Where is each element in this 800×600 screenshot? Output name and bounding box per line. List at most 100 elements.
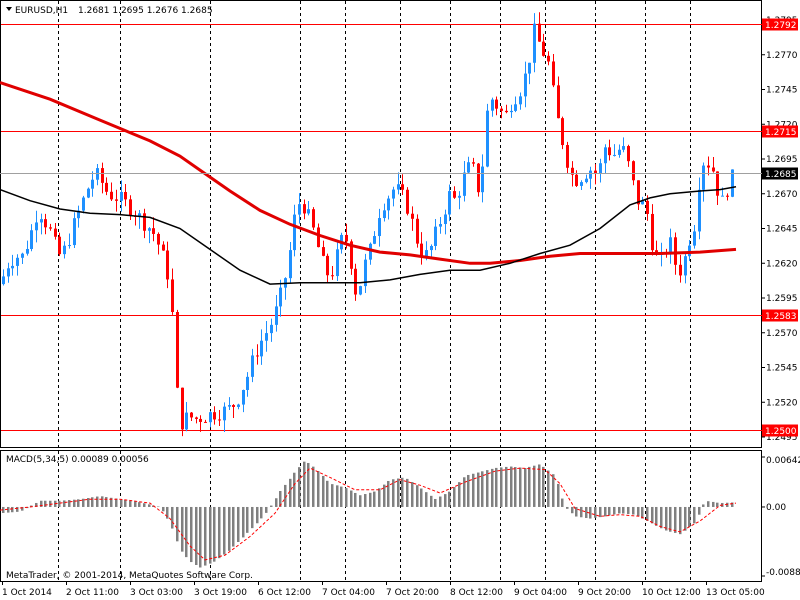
histogram-bar-39 <box>185 506 188 558</box>
candle-body-77 <box>364 259 367 287</box>
macd-tick-label-0: 0.00642 <box>766 456 800 466</box>
histogram-bar-100 <box>472 473 475 507</box>
candle-body-108 <box>510 110 513 113</box>
candle-body-128 <box>604 147 607 164</box>
histogram-bar-68 <box>322 475 325 507</box>
histogram-bar-96 <box>453 487 456 507</box>
candle-body-110 <box>519 96 522 105</box>
candle-body-44 <box>209 412 212 423</box>
histogram-bar-86 <box>406 478 409 507</box>
histogram-bar-110 <box>519 467 522 507</box>
candle-body-92 <box>434 226 437 246</box>
histogram-bar-121 <box>571 506 574 514</box>
histogram-bar-62 <box>293 472 296 507</box>
histogram-bar-103 <box>486 470 489 507</box>
candle-body-104 <box>491 99 494 111</box>
candle-body-43 <box>204 421 207 423</box>
histogram-bar-38 <box>181 506 184 552</box>
candle-body-81 <box>383 210 386 219</box>
candle-body-93 <box>439 224 442 227</box>
histogram-bar-57 <box>270 505 273 507</box>
candle-body-86 <box>406 189 409 214</box>
histogram-bar-152 <box>716 502 719 507</box>
macd-label: MACD(5,34,5) 0.00089 0.00056 <box>6 455 149 465</box>
histogram-bar-24 <box>115 498 118 507</box>
histogram-bar-95 <box>448 491 451 507</box>
candle-body-8 <box>40 219 43 223</box>
candle-body-137 <box>646 200 649 214</box>
histogram-bar-79 <box>373 491 376 507</box>
current-tag-text: 1.2685 <box>765 170 797 180</box>
histogram-bar-117 <box>552 474 555 507</box>
candle-body-112 <box>528 62 531 74</box>
candle-body-26 <box>124 191 127 200</box>
time-tick-label-10: 10 Oct 12:00 <box>642 588 701 598</box>
histogram-bar-124 <box>585 506 588 518</box>
candle-body-3 <box>16 257 19 266</box>
candle-body-68 <box>322 247 325 256</box>
histogram-bar-131 <box>618 506 621 514</box>
price-tick-label-10: 1.2545 <box>766 364 798 374</box>
histogram-bar-42 <box>199 506 202 568</box>
candle-body-51 <box>242 389 245 405</box>
candle-body-13 <box>63 245 66 255</box>
candle-body-19 <box>91 179 94 189</box>
candle-body-132 <box>622 146 625 150</box>
candle-body-83 <box>392 189 395 199</box>
histogram-bar-43 <box>204 506 207 566</box>
histogram-bar-76 <box>359 495 362 507</box>
candle-body-103 <box>486 110 489 167</box>
histogram-bar-70 <box>331 484 334 507</box>
level-tag-bg-3 <box>762 424 798 437</box>
candle-body-16 <box>77 210 80 219</box>
time-axis[interactable]: 1 Oct 2014 2 Oct 11:00 3 Oct 03:00 3 Oct 19… <box>2 581 765 598</box>
candle-body-15 <box>73 218 76 246</box>
level-tag-text-3: 1.2500 <box>765 427 797 437</box>
time-tick-label-3: 3 Oct 19:00 <box>194 588 247 598</box>
candle-body-63 <box>298 204 301 215</box>
candle-body-9 <box>44 219 47 228</box>
candle-body-152 <box>716 171 719 196</box>
level-tag-bg-2 <box>762 309 798 322</box>
histogram-bar-91 <box>430 495 433 507</box>
candle-body-39 <box>185 412 188 430</box>
histogram-bar-46 <box>218 506 221 559</box>
candle-body-146 <box>688 245 691 257</box>
histogram-bar-106 <box>500 467 503 507</box>
histogram-bar-138 <box>651 506 654 524</box>
histogram-bar-55 <box>260 506 263 519</box>
price-tick-label-8: 1.2595 <box>766 294 798 304</box>
candle-body-138 <box>651 213 654 251</box>
histogram-bar-132 <box>622 506 625 514</box>
current-tag-bg <box>762 167 798 180</box>
ohlc-values: 1.2681 1.2695 1.2676 1.2685 <box>78 6 213 16</box>
histogram-bar-48 <box>228 506 231 551</box>
candle-body-21 <box>101 168 104 183</box>
candle-body-85 <box>401 184 404 190</box>
candle-body-136 <box>641 200 644 205</box>
price-tick-label-1: 1.2770 <box>766 51 798 61</box>
histogram-bar-150 <box>707 501 710 507</box>
price-pane[interactable] <box>0 0 762 448</box>
histogram-bar-33 <box>157 506 160 508</box>
histogram-bar-25 <box>120 499 123 507</box>
histogram-bar-18 <box>87 498 90 507</box>
histogram-bar-111 <box>524 468 527 507</box>
histogram-bar-44 <box>209 506 212 564</box>
candle-body-5 <box>26 248 29 254</box>
candle-body-17 <box>82 197 85 211</box>
histogram-bar-2 <box>11 506 14 513</box>
histogram-bar-28 <box>134 501 137 507</box>
candle-body-121 <box>571 167 574 175</box>
level-tag-bg-0 <box>762 18 798 31</box>
macd-pane[interactable] <box>0 450 762 582</box>
histogram-bar-145 <box>684 506 687 531</box>
histogram-bar-108 <box>510 466 513 507</box>
dropdown-triangle-icon[interactable] <box>6 7 12 11</box>
histogram-bar-151 <box>712 501 715 507</box>
histogram-bar-74 <box>350 490 353 507</box>
candle-body-90 <box>425 250 428 257</box>
candle-body-100 <box>472 162 475 164</box>
time-tick-label-9: 9 Oct 20:00 <box>578 588 631 598</box>
